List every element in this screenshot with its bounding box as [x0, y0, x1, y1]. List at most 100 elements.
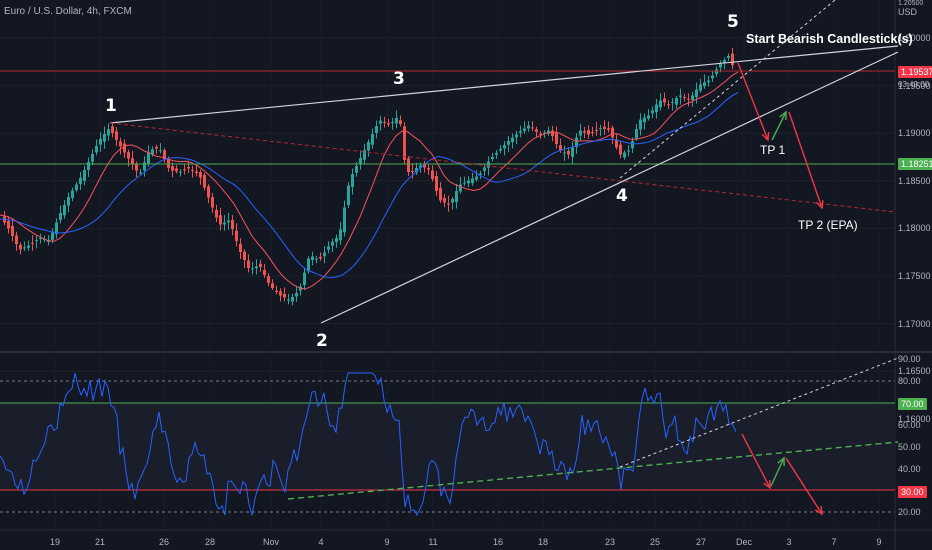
candle-body	[147, 152, 150, 164]
candle-body	[355, 166, 358, 173]
candle-body	[539, 133, 542, 135]
candle-body	[67, 197, 70, 206]
candle-body	[87, 162, 90, 170]
candle-body	[195, 171, 198, 173]
candle-body	[203, 174, 206, 188]
candle-body	[559, 145, 562, 151]
rsi-tick: 80.00	[898, 375, 921, 386]
time-tick: 23	[604, 537, 616, 547]
candle-body	[59, 213, 62, 220]
candle-body	[39, 238, 42, 240]
price-tick: 1.19500	[898, 80, 931, 91]
candle-body	[671, 102, 674, 103]
candle-body	[31, 242, 34, 244]
candle-body	[547, 130, 550, 134]
symbol-title: Euro / U.S. Dollar, 4h, FXCM	[4, 6, 132, 17]
rsi-upper-tag: 70.00	[898, 398, 927, 410]
candle-body	[163, 150, 166, 159]
rsi-tick: 40.00	[898, 463, 921, 474]
tp1-label: TP 1	[760, 143, 786, 157]
candles	[3, 48, 734, 306]
candle-body	[119, 141, 122, 147]
rsi-band	[0, 403, 895, 490]
rsi-arrow-up	[770, 457, 785, 487]
candle-body	[363, 150, 366, 160]
candle-body	[567, 150, 570, 155]
time-tick: 26	[158, 537, 170, 547]
rsi-tick: 60.00	[898, 419, 921, 430]
candle-body	[199, 172, 202, 178]
candle-body	[639, 119, 642, 130]
candle-body	[535, 129, 538, 132]
candle-body	[431, 170, 434, 179]
price-arrow-down-2	[788, 111, 823, 209]
candle-body	[275, 290, 278, 292]
candle-body	[707, 80, 710, 83]
candle-body	[715, 69, 718, 74]
candle-body	[143, 162, 146, 171]
candle-body	[211, 197, 214, 208]
price-tick: 1.19000	[898, 128, 931, 139]
candle-body	[323, 252, 326, 257]
price-tick: 1.17000	[898, 318, 931, 329]
price-tick: 1.16000	[898, 413, 931, 424]
candle-body	[375, 126, 378, 134]
candle-body	[423, 164, 426, 168]
candle-body	[23, 247, 26, 249]
price-arrow-up-head	[779, 110, 787, 121]
candle-body	[483, 167, 486, 171]
price-tick: 1.17500	[898, 271, 931, 281]
candle-body	[151, 149, 154, 155]
time-tick: 11	[428, 537, 438, 547]
candle-body	[523, 128, 526, 132]
candle-body	[115, 131, 118, 140]
candle-body	[271, 283, 274, 288]
candle-body	[191, 169, 194, 171]
candle-body	[379, 120, 382, 124]
candle-body	[27, 245, 30, 248]
candle-body	[419, 165, 422, 168]
candle-body	[139, 172, 142, 174]
candle-body	[495, 153, 498, 155]
candle-body	[187, 167, 190, 169]
candle-body	[263, 269, 266, 275]
candle-body	[555, 133, 558, 144]
rsi-tick: 90.00	[898, 354, 921, 364]
candle-body	[35, 240, 38, 242]
rsi-pane	[0, 357, 899, 517]
time-tick: 28	[204, 537, 216, 547]
candle-body	[55, 222, 58, 235]
price-tick: 1.18000	[898, 223, 931, 234]
candle-body	[179, 171, 182, 173]
candle-body	[219, 215, 222, 225]
candle-body	[283, 293, 286, 298]
candle-body	[239, 243, 242, 252]
candle-body	[95, 146, 98, 153]
candle-body	[7, 220, 10, 229]
candle-body	[439, 188, 442, 201]
wave-1-3-dotted-line	[109, 122, 896, 213]
candle-body	[303, 272, 306, 286]
candle-body	[99, 138, 102, 145]
candle-body	[351, 174, 354, 187]
candle-body	[83, 170, 86, 181]
rsi-arrow-down-1-head	[763, 479, 771, 490]
candle-body	[155, 146, 158, 149]
candle-body	[223, 222, 226, 225]
price-axis-top: 1.20500	[898, 0, 924, 7]
candle-body	[667, 104, 670, 106]
candle-body	[347, 185, 350, 206]
time-tick: 9	[384, 537, 390, 547]
price-tick: 1.20000	[898, 33, 931, 43]
candle-body	[575, 137, 578, 147]
candle-body	[227, 220, 230, 223]
price-arrow-up	[771, 111, 787, 141]
price-tick: 1.18500	[898, 175, 931, 186]
candle-body	[167, 158, 170, 168]
candle-body	[627, 150, 630, 152]
candle-body	[387, 123, 390, 125]
candle-body	[619, 144, 622, 155]
price-arrow-down-2-head	[815, 199, 824, 210]
candle-body	[247, 260, 250, 268]
